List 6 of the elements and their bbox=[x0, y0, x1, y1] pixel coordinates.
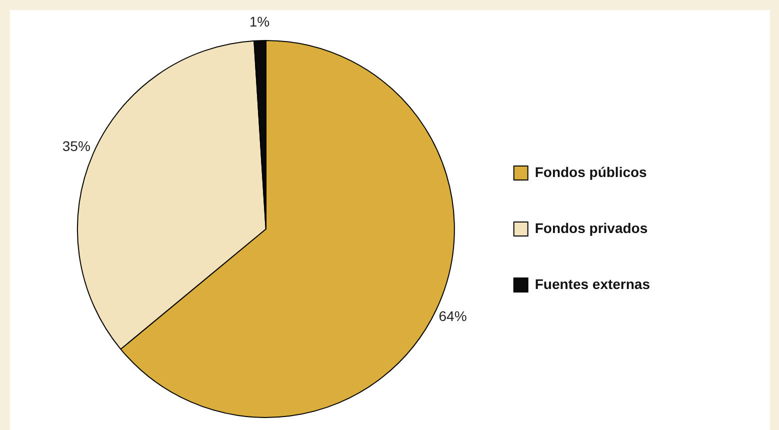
legend-label: Fondos privados bbox=[534, 220, 648, 236]
data-label: 35% bbox=[62, 138, 90, 154]
data-label: 64% bbox=[438, 308, 467, 324]
legend-label: Fondos públicos bbox=[534, 164, 648, 180]
legend-label: Fuentes externas bbox=[534, 276, 650, 292]
data-label: 1% bbox=[249, 13, 270, 30]
